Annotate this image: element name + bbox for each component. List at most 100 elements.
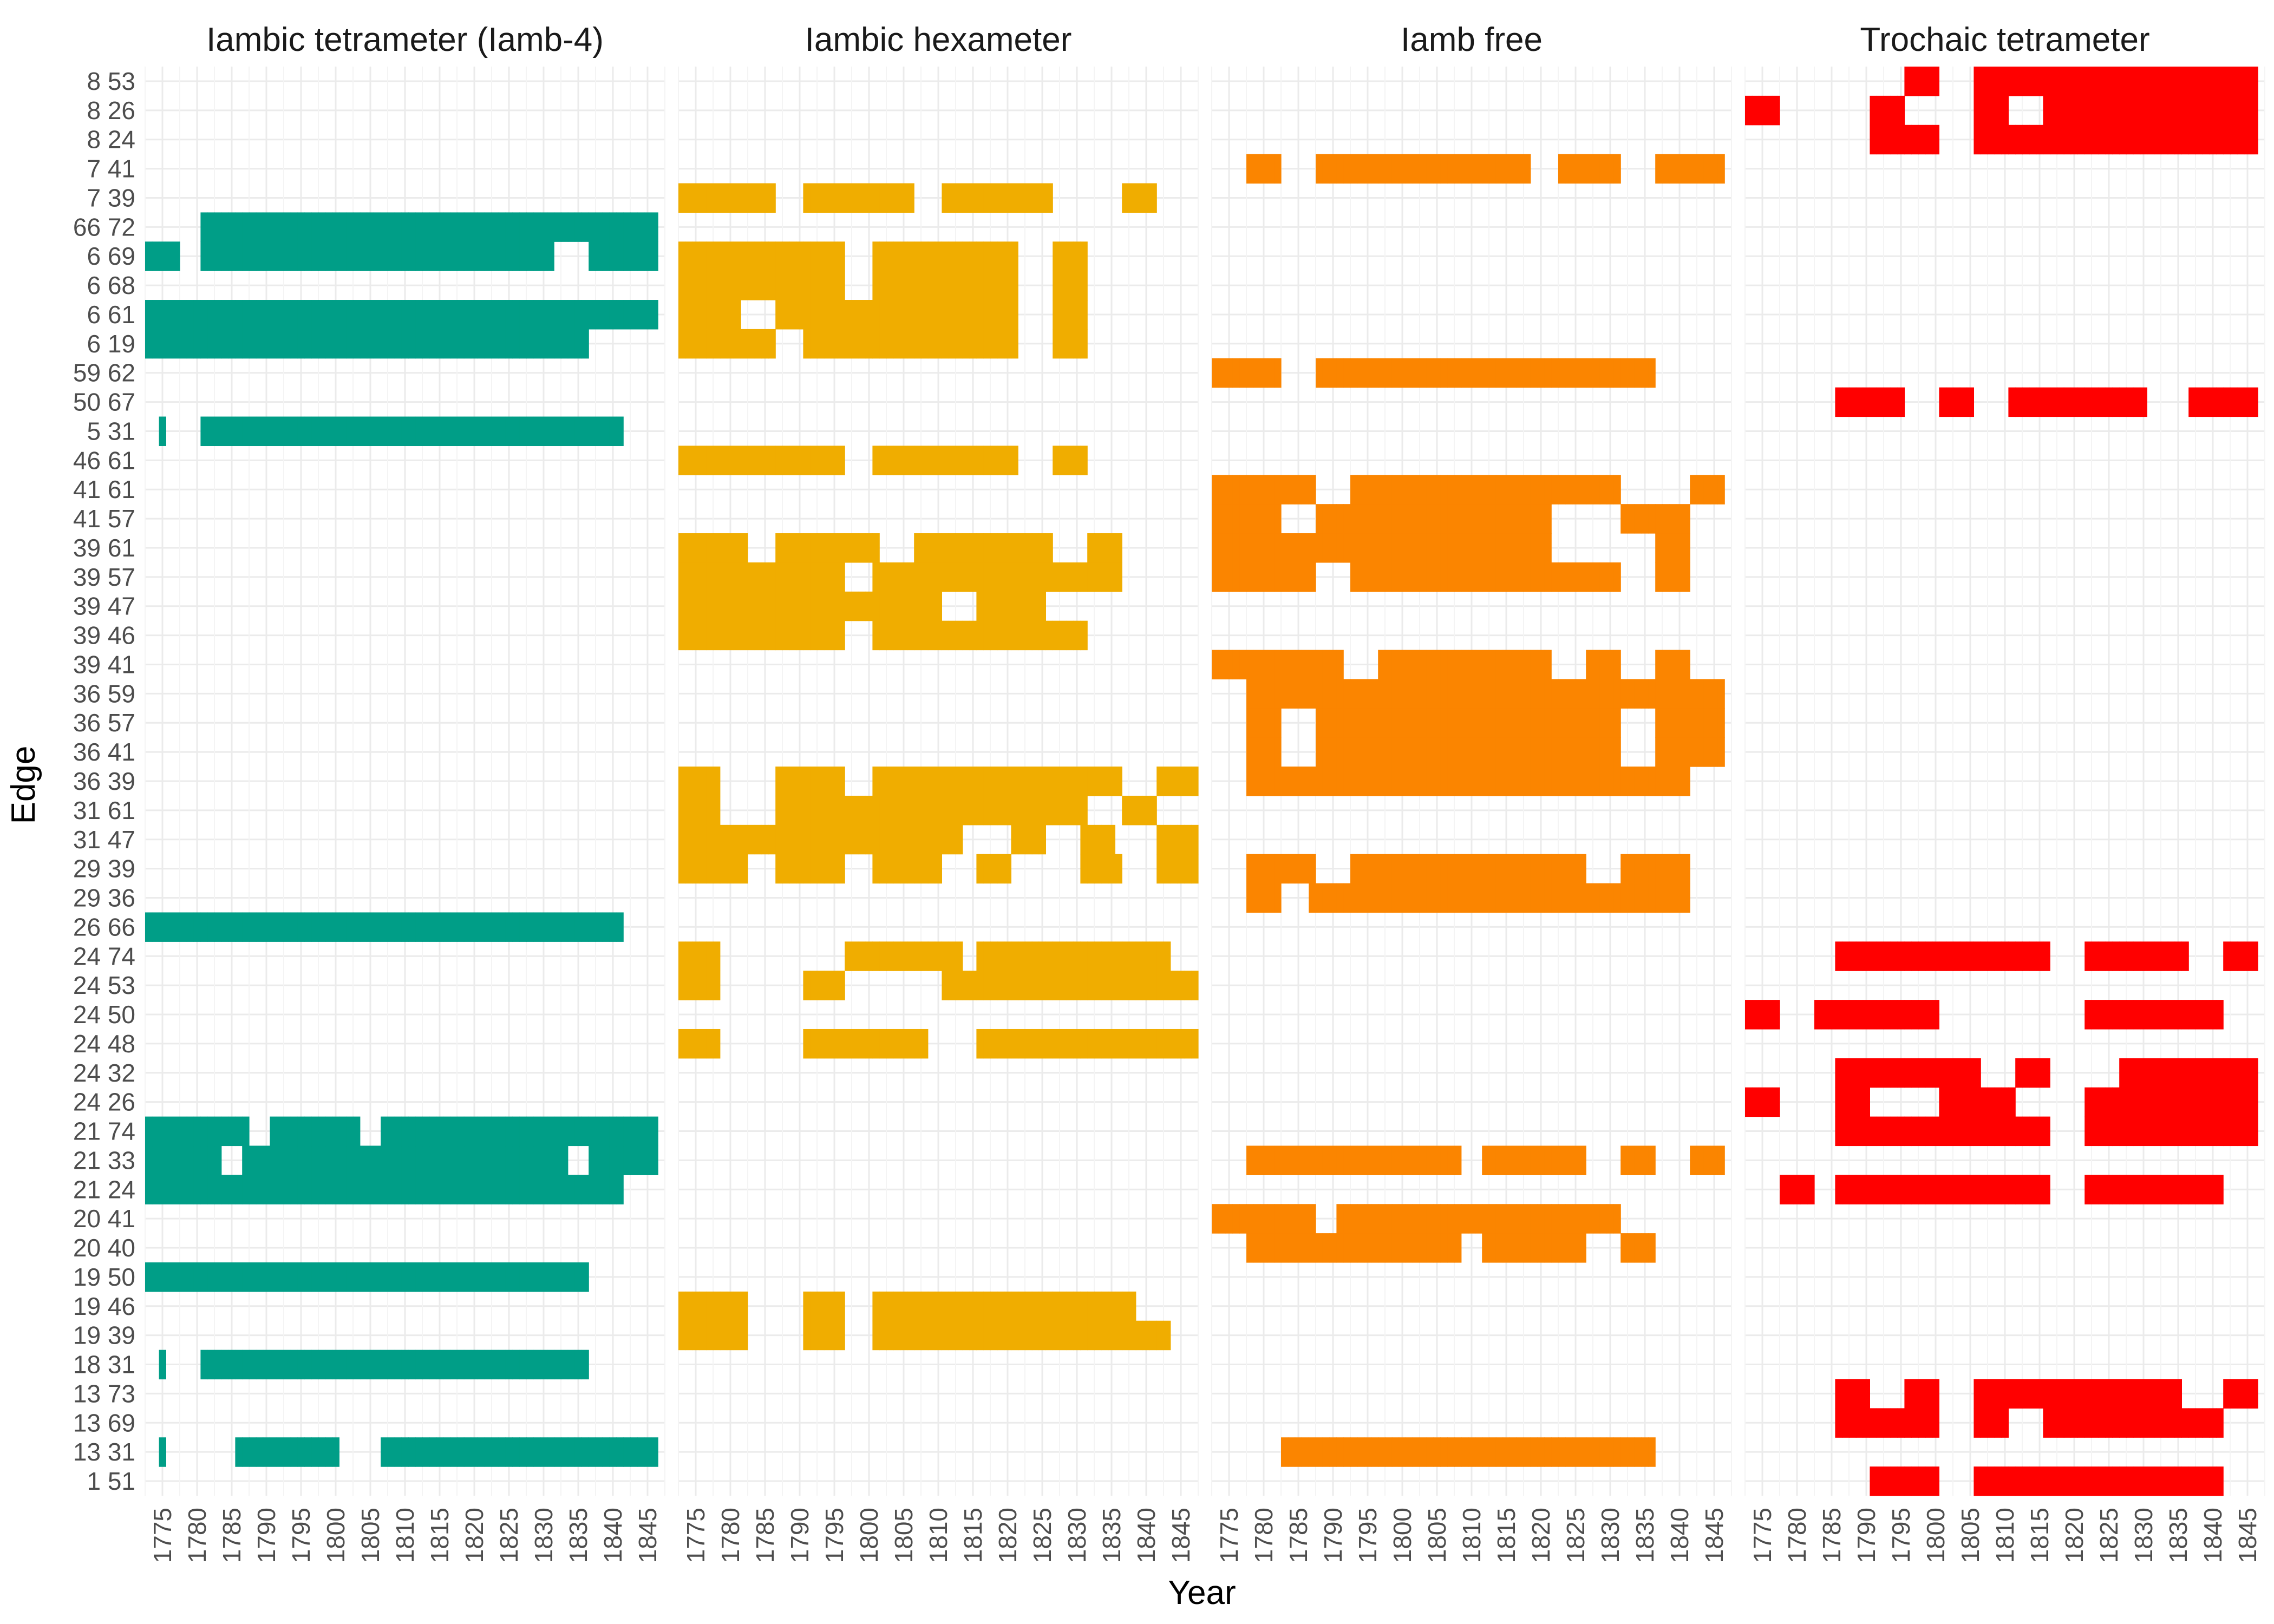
heat-tile: [1842, 1379, 1850, 1409]
heat-tile: [1994, 125, 2002, 155]
heat-tile: [1648, 854, 1656, 884]
heat-tile: [990, 329, 998, 359]
heat-tile: [803, 329, 811, 359]
heat-tile: [2216, 125, 2224, 155]
heat-tile: [1842, 1058, 1850, 1088]
heat-tile: [1994, 67, 2002, 96]
y-tick-label: 6 69: [87, 242, 135, 270]
heat-tile: [374, 1175, 381, 1204]
heat-tile: [173, 241, 180, 271]
x-tick-label: 1820: [994, 1508, 1022, 1563]
heat-tile: [207, 1175, 215, 1204]
heat-tile: [886, 767, 894, 796]
heat-tile: [1149, 795, 1157, 826]
heat-tile: [1454, 1204, 1462, 1234]
heat-tile: [1142, 183, 1150, 213]
heat-tile: [311, 1437, 319, 1467]
heat-tile: [381, 1175, 388, 1204]
heat-tile: [221, 1175, 229, 1204]
y-tick-label: 29 39: [73, 855, 135, 883]
heat-tile: [1773, 95, 1780, 126]
heat-tile: [1225, 358, 1233, 388]
heat-tile: [720, 824, 728, 855]
heat-tile: [1988, 1408, 1995, 1438]
heat-tile: [1461, 708, 1469, 738]
heat-tile: [1350, 708, 1358, 738]
heat-tile: [533, 241, 541, 271]
heat-tile: [1981, 941, 1988, 971]
heat-tile: [2112, 125, 2120, 155]
heat-tile: [214, 912, 222, 942]
heat-tile: [214, 1175, 222, 1204]
heat-tile: [1468, 708, 1475, 738]
heat-tile: [519, 212, 527, 242]
heat-tile: [2244, 387, 2251, 417]
heat-tile: [1364, 767, 1371, 796]
heat-tile: [886, 854, 894, 884]
heat-tile: [1267, 154, 1275, 184]
heat-tile: [235, 416, 243, 447]
heat-tile: [471, 1262, 478, 1292]
heat-tile: [1364, 1233, 1371, 1263]
heat-tile: [463, 416, 472, 447]
heat-tile: [1406, 1233, 1413, 1263]
heat-tile: [596, 1175, 603, 1204]
heat-tile: [741, 854, 748, 884]
heat-tile: [450, 1262, 458, 1292]
heat-tile: [1399, 883, 1406, 913]
heat-tile: [768, 562, 776, 592]
heat-tile: [2167, 941, 2175, 971]
heat-tile: [318, 416, 326, 447]
heat-tile: [505, 241, 513, 271]
heat-tile: [270, 1175, 277, 1204]
heat-tile: [1170, 824, 1178, 855]
heat-tile: [304, 212, 312, 242]
heat-tile: [900, 854, 907, 884]
heat-tile: [713, 1029, 721, 1059]
heat-tile: [1537, 562, 1545, 592]
heat-tile: [1122, 971, 1129, 1000]
heat-tile: [1911, 1379, 1919, 1409]
heat-tile: [734, 824, 741, 855]
heat-tile: [1087, 1320, 1095, 1351]
heat-tile: [429, 912, 437, 942]
heat-tile: [1239, 504, 1247, 534]
heat-tile: [2057, 67, 2064, 96]
heat-tile: [692, 329, 700, 359]
heat-tile: [1495, 854, 1504, 884]
heat-tile: [1295, 562, 1302, 592]
heat-tile: [1524, 854, 1531, 884]
heat-tile: [492, 1175, 499, 1204]
heat-tile: [1717, 475, 1725, 505]
heat-tile: [1628, 504, 1635, 534]
heat-tile: [692, 562, 700, 592]
heat-tile: [2084, 125, 2092, 155]
heat-tile: [463, 1262, 472, 1292]
heat-tile: [2251, 125, 2258, 155]
heat-tile: [297, 241, 305, 271]
heat-tile: [644, 1437, 651, 1467]
heat-tile: [1468, 650, 1475, 680]
heat-tile: [949, 533, 956, 563]
heat-tile: [803, 795, 811, 826]
heat-tile: [1322, 883, 1330, 913]
heat-tile: [1524, 883, 1531, 913]
heat-tile: [166, 1145, 173, 1175]
heat-tile: [1925, 125, 1933, 155]
heat-tile: [512, 300, 520, 330]
heat-tile: [1232, 1204, 1240, 1234]
heat-tile: [1413, 358, 1420, 388]
heat-tile: [2237, 1058, 2245, 1088]
heat-tile: [2154, 1058, 2161, 1088]
heat-tile: [1440, 562, 1448, 592]
heat-tile: [1634, 358, 1642, 388]
heat-tile: [1544, 533, 1552, 563]
heat-tile: [1939, 1175, 1946, 1204]
heat-tile: [415, 1262, 423, 1292]
heat-tile: [775, 854, 783, 884]
heat-tile: [1502, 679, 1510, 709]
heat-tile: [1855, 1087, 1864, 1117]
heat-tile: [2174, 1175, 2182, 1204]
heat-tile: [831, 300, 838, 330]
heat-tile: [1586, 475, 1593, 505]
